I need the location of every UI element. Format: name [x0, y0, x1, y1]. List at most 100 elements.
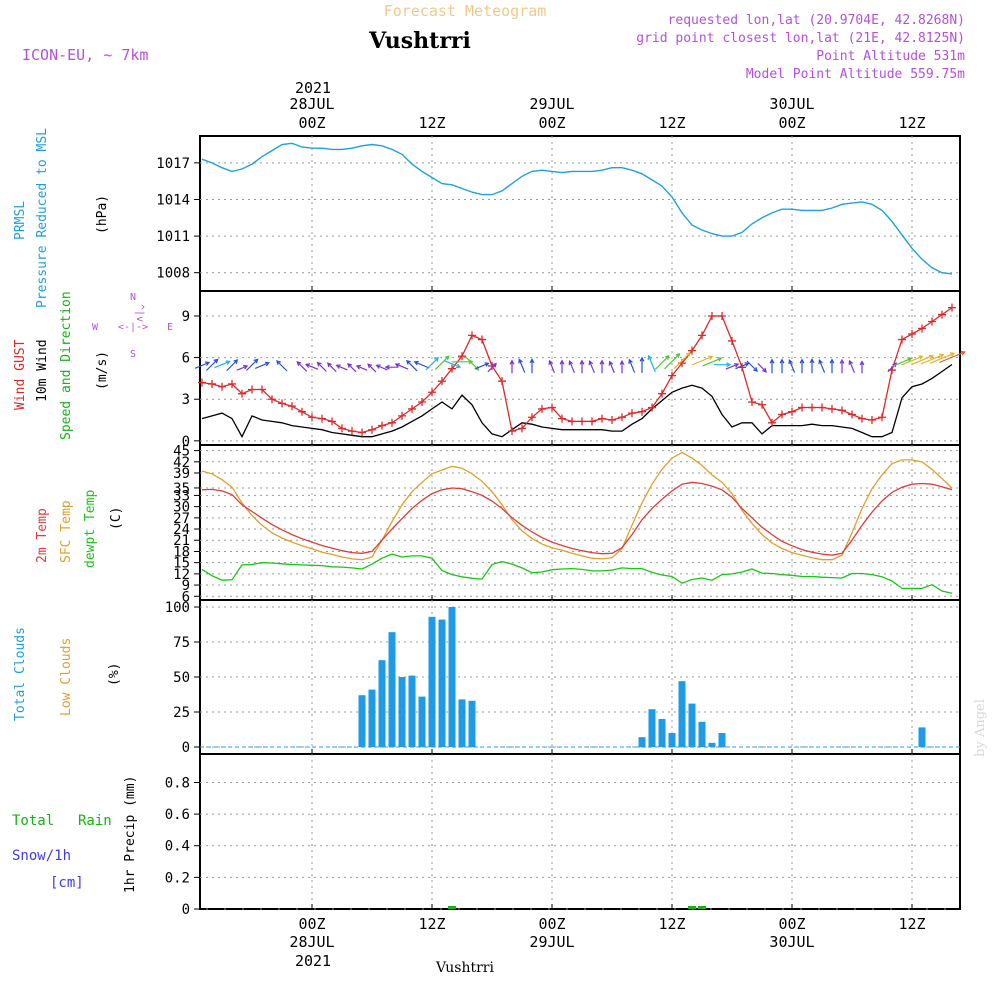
wind-gust-marker [798, 403, 806, 412]
temp-dew-label: dewpt Temp [83, 490, 98, 568]
top-day-label: 28JUL [289, 95, 334, 113]
wind-direction-arrow [788, 359, 796, 373]
temp-ytick-label: 6 [182, 589, 190, 605]
wind-ytick-label: 0 [182, 434, 190, 450]
wind-gust-marker [478, 335, 486, 344]
temp-ytick-label: 35 [173, 481, 190, 497]
wind-direction-arrow [254, 361, 270, 369]
wind-gust-marker [938, 310, 946, 319]
top-hour-label: 00Z [538, 114, 565, 132]
wind-gust-marker [458, 352, 466, 361]
wind-direction-arrow [559, 359, 565, 374]
temp-ytick-label: 39 [173, 466, 190, 482]
wind-direction-arrow [413, 360, 430, 369]
wind-direction-arrow [647, 354, 656, 373]
temp-ytick-label: 42 [173, 455, 190, 471]
wind-direction-arrow [654, 354, 670, 370]
wind-gust-marker [288, 402, 296, 411]
wind-direction-arrow [326, 362, 337, 373]
wind-direction-arrow [236, 364, 249, 371]
top-hour-label: 12Z [658, 114, 685, 132]
cloud-bar [428, 616, 436, 747]
wind-direction-arrow [691, 355, 714, 366]
cloud-bar [388, 632, 396, 747]
clouds-panel: 0 25 50 75 100 [165, 599, 961, 756]
wind-gust-marker [248, 385, 256, 394]
chart-title: Forecast Meteogram [384, 2, 547, 20]
wind-direction-arrow [859, 360, 865, 374]
wind-direction-arrow [548, 359, 556, 374]
wind-direction-arrow [714, 362, 732, 368]
wind-gust-marker [808, 403, 816, 412]
low-clouds-label: Low Clouds [59, 638, 74, 716]
temp-ytick-label: 9 [182, 578, 190, 594]
wind-gust-marker [438, 377, 446, 386]
wind-direction-arrow [579, 359, 585, 374]
credit-watermark: by Angel [973, 699, 988, 757]
temp-2m-label: 2m Temp [35, 508, 50, 563]
pressure-ytick-label: 1017 [156, 156, 190, 172]
compass-s: S [130, 349, 136, 360]
wind-gust-marker [268, 395, 276, 404]
clouds-ytick-label: 100 [165, 600, 190, 616]
wind-gust-marker [488, 361, 496, 370]
wind-direction-arrow [394, 363, 409, 370]
wind-gust-marker [748, 397, 756, 406]
cloud-bar [918, 727, 926, 747]
wind-ytick-label: 9 [182, 309, 190, 325]
wind-gust-marker [538, 404, 546, 413]
wind-direction-arrow [911, 354, 934, 366]
point-altitude: Point Altitude 531m [816, 49, 965, 64]
bottom-hour-label: 12Z [658, 915, 685, 933]
wind-direction-arrow [839, 358, 845, 374]
wind-speed-dir-label: Speed and Direction [59, 291, 74, 440]
temp-sfc-label: SFC Temp [59, 500, 74, 563]
cloud-bar [668, 733, 676, 747]
wind-gust-marker [238, 389, 246, 398]
wind-gust-marker [668, 371, 676, 380]
wind-gust-marker [768, 418, 776, 427]
wind-unit: (m/s) [95, 351, 110, 390]
wind-direction-arrow [920, 353, 945, 365]
pressure-frame [199, 135, 961, 292]
wind-direction-arrow [939, 350, 966, 364]
wind-gust-marker [758, 400, 766, 409]
wind-direction-arrow [769, 358, 775, 374]
model-altitude: Model Point Altitude 559.75m [746, 67, 965, 82]
wind-direction-arrow [746, 360, 758, 372]
temp-unit: (C) [109, 507, 124, 530]
bottom-hour-label: 12Z [418, 915, 445, 933]
wind-direction-arrow [619, 359, 625, 374]
precip-ytick-label: 0.4 [165, 839, 190, 855]
wind-gust-marker [198, 378, 206, 387]
wind-gust-marker [388, 418, 396, 427]
cloud-bar [708, 742, 716, 747]
wind-direction-arrow [347, 363, 357, 373]
compass-e: E [167, 322, 173, 333]
compass-h: <-|-> [118, 322, 148, 333]
bottom-hour-label: 12Z [898, 915, 925, 933]
pressure-ytick-label: 1014 [156, 192, 190, 208]
wind-gust-marker [228, 379, 236, 388]
wind-gust-marker [588, 417, 596, 426]
cloud-bar [458, 699, 466, 747]
wind-gust-label: Wind GUST [13, 339, 28, 410]
wind-gust-marker [718, 311, 726, 320]
wind-gust-marker [548, 403, 556, 412]
wind-direction-arrow [367, 363, 377, 373]
wind-direction-arrow [475, 362, 490, 370]
pressure-ytick-label: 1008 [156, 266, 190, 282]
pressure-unit: (hPa) [95, 195, 110, 234]
precip-ytick-label: 0.8 [165, 775, 190, 791]
wind-direction-arrow [848, 359, 856, 374]
dewpoint-line [201, 553, 953, 594]
wind-direction-arrow [809, 358, 815, 374]
location-title: Vushtrri [368, 28, 471, 54]
wind-gust-marker [508, 427, 516, 436]
top-hour-label: 00Z [298, 114, 325, 132]
wind-direction-arrow [205, 358, 219, 371]
prmsl-label: PRMSL [13, 201, 28, 240]
wind-direction-arrow [355, 364, 368, 371]
clouds-unit: (%) [107, 663, 122, 686]
